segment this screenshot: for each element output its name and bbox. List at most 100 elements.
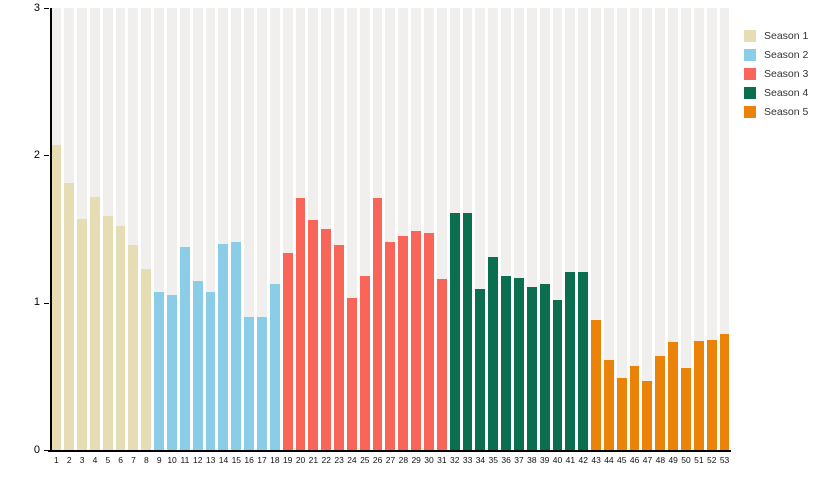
bar-episode-2	[64, 183, 75, 450]
y-axis-tick-mark	[44, 450, 49, 451]
grid-stripe	[346, 8, 357, 450]
bar-episode-6	[115, 226, 126, 450]
grid-stripe	[655, 8, 666, 450]
x-axis-tick-label: 20	[295, 455, 306, 465]
bar-episode-13	[205, 292, 216, 450]
y-axis-tick-label: 3	[33, 1, 40, 14]
grid-stripe	[539, 8, 550, 450]
x-axis-tick-label: 29	[411, 455, 421, 465]
grid-stripe	[128, 8, 139, 450]
bar-episode-34	[475, 289, 486, 450]
grid-stripe	[513, 8, 524, 450]
grid-stripe	[424, 8, 434, 450]
bar-episode-9	[154, 292, 165, 450]
x-axis-tick-label: 51	[694, 455, 704, 465]
legend: Season 1 Season 2 Season 3 Season 4 Season 5	[744, 26, 808, 121]
x-axis-tick-label: 43	[591, 455, 601, 465]
grid-stripe	[693, 8, 704, 450]
bar-episode-47	[642, 380, 653, 450]
legend-item-season-3: Season 3	[744, 64, 808, 83]
grid-stripe	[642, 8, 653, 450]
bar-episode-52	[706, 339, 717, 450]
y-axis-tick-label: 2	[33, 148, 40, 161]
x-axis-tick-label: 47	[642, 455, 653, 465]
bar-episode-27	[385, 242, 396, 450]
bar-episode-29	[411, 230, 421, 450]
legend-swatch	[744, 86, 756, 99]
legend-label: Season 5	[764, 105, 809, 118]
x-axis-tick-label: 48	[655, 455, 666, 465]
bar-episode-50	[681, 367, 691, 450]
bar-episode-15	[231, 242, 242, 450]
x-axis-tick-label: 7	[131, 455, 136, 465]
grid-stripe	[681, 8, 691, 450]
legend-label: Season 1	[764, 29, 809, 42]
bar-episode-21	[308, 220, 319, 450]
x-axis-tick-label: 22	[321, 455, 331, 465]
x-axis-tick-label: 13	[205, 455, 216, 465]
x-axis-tick-label: 9	[156, 455, 162, 465]
grid-stripe	[269, 8, 280, 450]
bar-episode-44	[603, 360, 614, 450]
legend-label: Season 4	[764, 86, 809, 99]
bar-episode-26	[372, 198, 383, 450]
grid-stripe	[436, 8, 447, 450]
x-axis-tick-label: 11	[180, 455, 190, 465]
x-axis-tick-label: 50	[681, 455, 691, 465]
y-axis-tick-mark	[44, 155, 49, 157]
grid-stripe	[334, 8, 344, 450]
bar-episode-11	[179, 246, 190, 450]
x-axis-tick-label: 23	[334, 455, 344, 465]
bar-episode-45	[616, 377, 627, 450]
x-axis-tick-label: 6	[118, 455, 124, 465]
bar-episode-22	[321, 229, 332, 450]
legend-item-season-4: Season 4	[744, 83, 808, 102]
bar-episode-39	[539, 283, 550, 450]
grid-stripe	[565, 8, 576, 450]
bar-episode-19	[282, 252, 293, 450]
bar-episode-14	[218, 243, 229, 450]
grid-stripe	[141, 8, 152, 450]
grid-stripe	[282, 8, 293, 450]
x-axis-tick-label: 41	[565, 455, 576, 465]
grid-stripe	[629, 8, 640, 450]
grid-stripe	[591, 8, 601, 450]
x-axis-tick-label: 35	[488, 455, 499, 465]
x-axis-tick-label: 12	[193, 455, 203, 465]
bar-episode-25	[359, 276, 370, 450]
grid-stripe	[578, 8, 589, 450]
x-axis-tick-label: 52	[706, 455, 717, 465]
legend-swatch	[744, 67, 756, 80]
bar-episode-12	[192, 280, 203, 450]
grid-stripe	[385, 8, 396, 450]
legend-item-season-2: Season 2	[744, 45, 808, 64]
y-axis-tick-label: 1	[33, 296, 40, 309]
legend-swatch	[744, 29, 756, 42]
x-axis-tick-label: 28	[398, 455, 409, 465]
x-axis-tick-label: 31	[437, 455, 447, 465]
x-axis-tick-label: 44	[604, 455, 614, 465]
x-axis-tick-label: 39	[539, 455, 550, 465]
y-axis-tick-label: 0	[33, 443, 40, 456]
bar-episode-17	[256, 317, 267, 450]
y-axis-tick-mark	[44, 302, 49, 304]
grid-stripe	[192, 8, 203, 450]
bar-episode-31	[436, 279, 447, 450]
y-axis-tick-mark	[44, 8, 49, 9]
bar-episode-23	[334, 245, 344, 450]
bar-episode-8	[141, 268, 152, 450]
y-axis-line	[50, 8, 52, 451]
x-axis-tick-label: 32	[450, 455, 460, 465]
bar-episode-33	[462, 212, 473, 450]
bar-episode-41	[565, 271, 576, 450]
legend-swatch	[744, 48, 756, 61]
grid-stripe	[616, 8, 627, 450]
x-axis-tick-label: 10	[167, 455, 177, 465]
grid-stripe	[603, 8, 614, 450]
x-axis-tick-label: 1	[54, 455, 59, 465]
bar-episode-42	[578, 271, 589, 450]
x-axis-tick-label: 15	[231, 455, 242, 465]
grid-stripe	[501, 8, 511, 450]
x-axis-tick-label: 53	[719, 455, 730, 465]
